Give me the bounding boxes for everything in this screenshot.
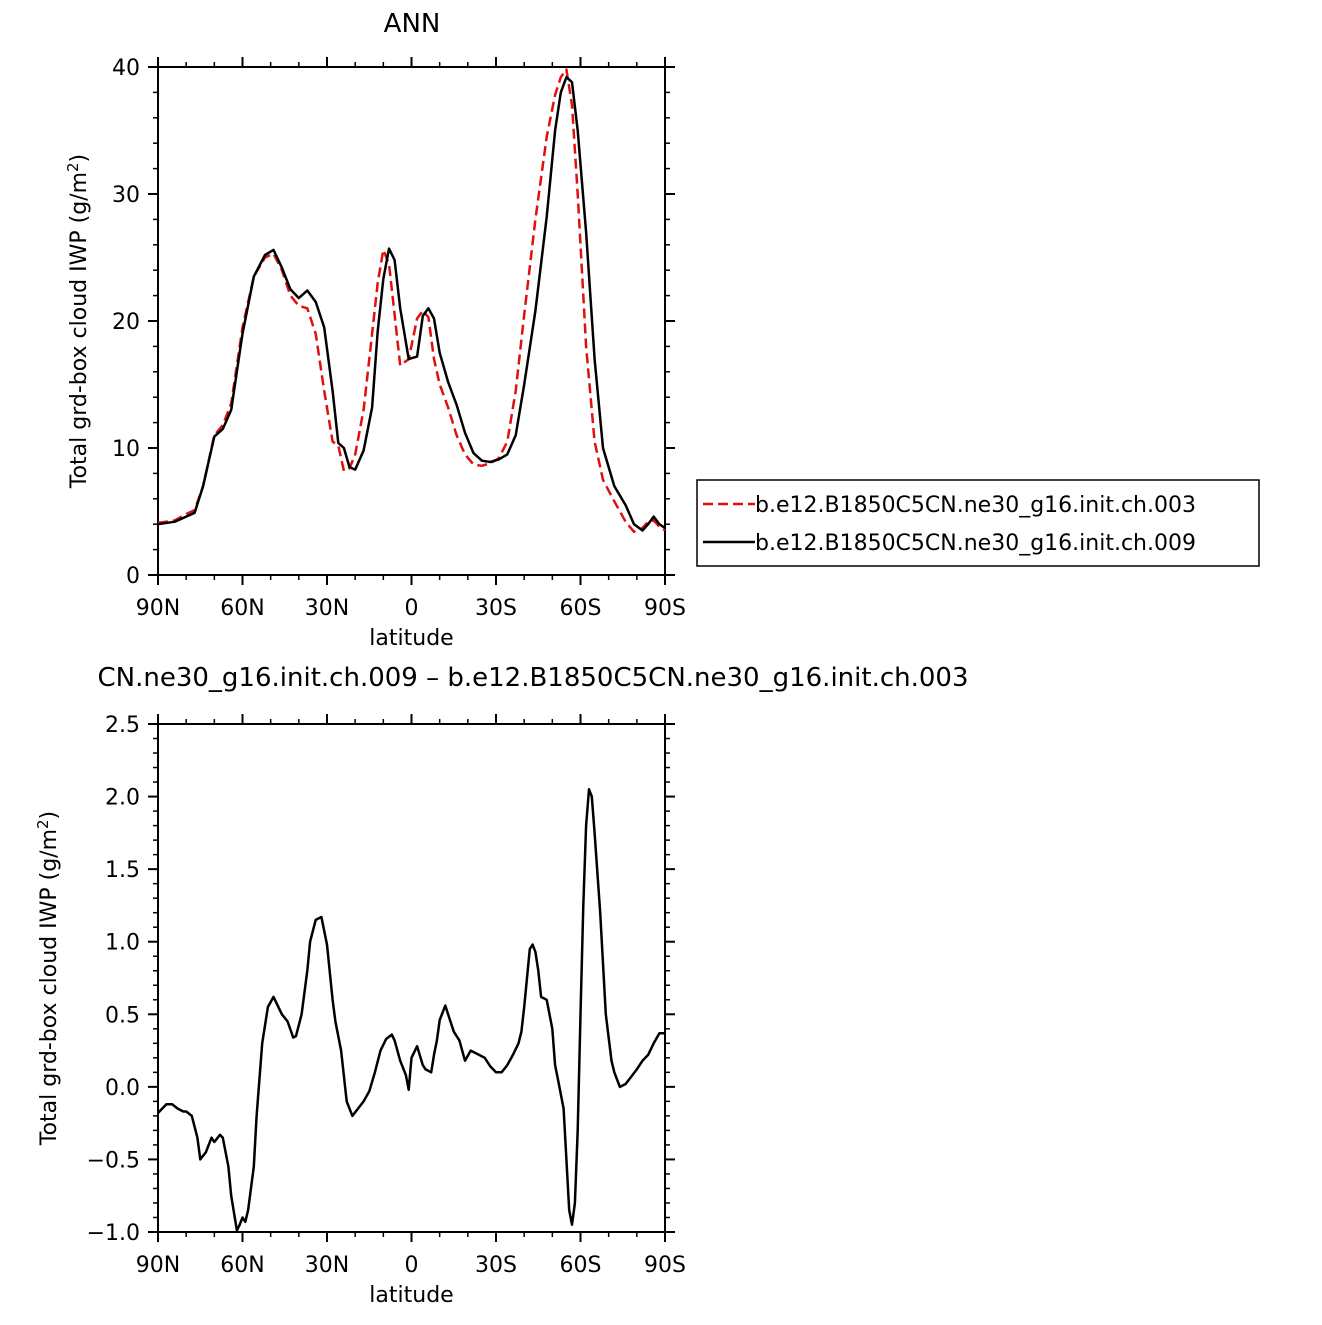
chart-panel-2: CN.ne30_g16.init.ch.009 – b.e12.B1850C5C…: [34, 663, 969, 1308]
legend-label-2: b.e12.B1850C5CN.ne30_g16.init.ch.009: [755, 531, 1196, 556]
x-tick-label: 60N: [220, 1253, 264, 1278]
x-axis-label: latitude: [369, 1283, 453, 1308]
x-tick-label: 30N: [305, 596, 349, 621]
series-line-1: [157, 788, 665, 1232]
series-line-2: [157, 75, 666, 532]
x-tick-label: 0: [405, 1253, 419, 1278]
y-axis-label: Total grd-box cloud IWP (g/m2): [34, 811, 62, 1146]
chart-panel-1: ANN 90N 60N 30N 0 30S 60S 90S latitude 0 10 20 30 40 T…: [64, 9, 1260, 651]
x-tick-label: 60N: [220, 596, 264, 621]
x-tick-label: 30S: [475, 1253, 517, 1278]
x-tick-label: 90S: [644, 1253, 686, 1278]
y-tick-label: −0.5: [87, 1148, 140, 1173]
y-tick-label: −1.0: [87, 1221, 140, 1246]
legend-label-1: b.e12.B1850C5CN.ne30_g16.init.ch.003: [755, 493, 1196, 518]
y-tick-label: 2.5: [105, 713, 140, 738]
y-tick-label: 1.0: [105, 931, 140, 956]
legend-box: [696, 479, 1260, 567]
x-tick-label: 30N: [305, 1253, 349, 1278]
x-tick-label: 90S: [644, 596, 686, 621]
x-axis-label: latitude: [369, 626, 453, 651]
x-tick-label: 90N: [136, 1253, 180, 1278]
chart-title: ANN: [384, 9, 441, 39]
x-tick-label: 0: [405, 596, 419, 621]
y-tick-label: 10: [112, 437, 140, 462]
y-tick-label: 0.0: [105, 1076, 140, 1101]
x-tick-label: 60S: [560, 596, 602, 621]
x-tick-label: 90N: [136, 596, 180, 621]
plot-frame: [157, 66, 666, 576]
series-line-1: [157, 68, 666, 534]
y-tick-label: 0.5: [105, 1003, 140, 1028]
y-tick-label: 2.0: [105, 786, 140, 811]
chart-title: CN.ne30_g16.init.ch.009 – b.e12.B1850C5C…: [98, 663, 969, 693]
y-tick-label: 0: [126, 564, 140, 589]
y-axis-label: Total grd-box cloud IWP (g/m2): [64, 154, 92, 489]
y-tick-label: 20: [112, 310, 140, 335]
x-tick-label: 30S: [475, 596, 517, 621]
x-tick-label: 60S: [560, 1253, 602, 1278]
y-tick-label: 40: [112, 56, 140, 81]
legend: b.e12.B1850C5CN.ne30_g16.init.ch.003 b.e1…: [696, 479, 1260, 567]
y-tick-label: 1.5: [105, 858, 140, 883]
y-tick-label: 30: [112, 183, 140, 208]
